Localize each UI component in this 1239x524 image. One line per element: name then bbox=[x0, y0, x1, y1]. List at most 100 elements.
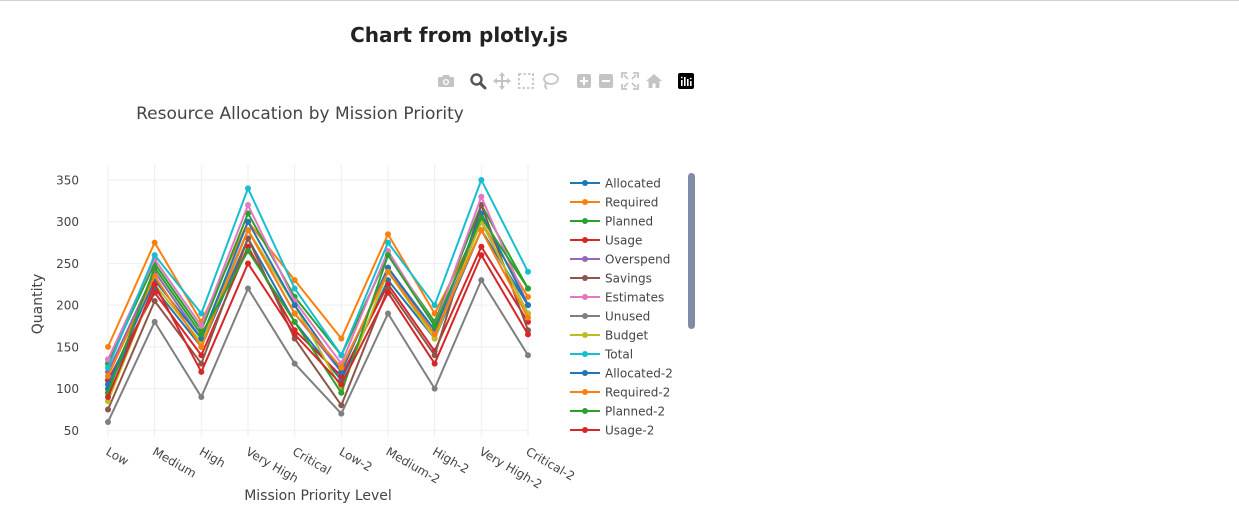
legend-label: Unused bbox=[605, 310, 650, 324]
series-line bbox=[107, 245, 529, 381]
box-select-button[interactable] bbox=[516, 71, 536, 91]
reset-axes-button[interactable] bbox=[644, 71, 664, 91]
data-point bbox=[151, 298, 158, 304]
legend-marker bbox=[582, 199, 588, 205]
data-point bbox=[385, 239, 391, 246]
data-point bbox=[385, 264, 391, 271]
legend-item[interactable]: Estimates bbox=[570, 291, 664, 305]
legend-marker bbox=[582, 313, 588, 319]
series-unused bbox=[105, 277, 531, 425]
data-point bbox=[478, 177, 485, 184]
legend-item[interactable]: Required-2 bbox=[570, 386, 670, 400]
zoom-icon bbox=[470, 73, 487, 90]
zoom-in-button[interactable] bbox=[574, 71, 594, 91]
data-point bbox=[105, 364, 111, 371]
series-line bbox=[107, 254, 529, 398]
legend-marker bbox=[582, 370, 588, 376]
legend-item[interactable]: Required bbox=[570, 196, 658, 210]
data-point bbox=[291, 310, 298, 317]
plotly-logo-link[interactable] bbox=[676, 71, 696, 91]
data-point bbox=[291, 277, 298, 284]
legend-marker bbox=[582, 294, 588, 300]
legend-marker bbox=[582, 351, 588, 357]
legend-marker bbox=[582, 427, 588, 433]
legend-item[interactable]: Planned bbox=[570, 215, 653, 229]
y-tick-label: 250 bbox=[56, 257, 79, 271]
data-point bbox=[431, 323, 438, 330]
y-tick-label: 50 bbox=[64, 424, 79, 438]
autoscale-button[interactable] bbox=[620, 71, 640, 91]
legend-item[interactable]: Usage-2 bbox=[570, 424, 654, 438]
series-line bbox=[107, 179, 529, 369]
legend-item[interactable]: Planned-2 bbox=[570, 405, 665, 419]
data-point bbox=[385, 310, 391, 317]
data-point bbox=[478, 193, 485, 200]
legend-scrollbar[interactable] bbox=[688, 173, 695, 329]
legend-label: Total bbox=[604, 348, 633, 362]
home-icon bbox=[646, 74, 662, 88]
data-point bbox=[105, 398, 111, 405]
data-point bbox=[338, 352, 345, 359]
data-point bbox=[525, 293, 531, 300]
y-tick-label: 200 bbox=[56, 299, 79, 313]
data-point bbox=[338, 335, 345, 342]
data-point bbox=[291, 318, 298, 325]
zoom-button[interactable] bbox=[468, 71, 488, 91]
pan-button[interactable] bbox=[492, 71, 512, 91]
legend-label: Planned-2 bbox=[605, 405, 665, 419]
legend-label: Planned bbox=[605, 215, 653, 229]
series-usage-2 bbox=[105, 252, 531, 400]
legend-item[interactable]: Usage bbox=[570, 234, 642, 248]
data-point bbox=[385, 285, 391, 292]
y-axis-title: Quantity bbox=[30, 274, 46, 335]
zoom-out-button[interactable] bbox=[596, 71, 616, 91]
pan-icon bbox=[493, 72, 511, 90]
data-point bbox=[105, 406, 111, 413]
data-point bbox=[198, 343, 205, 350]
data-point bbox=[245, 247, 251, 254]
legend-label: Required bbox=[605, 196, 658, 210]
data-point bbox=[245, 285, 251, 292]
data-point bbox=[105, 393, 111, 400]
box-select-icon bbox=[518, 73, 534, 89]
data-point bbox=[105, 356, 111, 363]
data-point bbox=[198, 393, 205, 400]
chart-title: Resource Allocation by Mission Priority bbox=[136, 104, 464, 124]
data-point bbox=[525, 314, 531, 321]
data-point bbox=[525, 352, 531, 359]
lasso-select-button[interactable] bbox=[540, 71, 560, 91]
data-point bbox=[245, 218, 251, 225]
data-point bbox=[385, 277, 391, 284]
data-point bbox=[385, 231, 391, 238]
legend-marker bbox=[582, 275, 588, 281]
data-point bbox=[478, 252, 485, 259]
legend-item[interactable]: Budget bbox=[570, 329, 648, 343]
legend-item[interactable]: Savings bbox=[570, 272, 652, 286]
data-point bbox=[338, 364, 345, 371]
legend-item[interactable]: Total bbox=[570, 348, 633, 362]
series-estimates bbox=[105, 193, 531, 367]
legend-marker bbox=[582, 218, 588, 224]
data-point bbox=[245, 185, 251, 192]
download-plot-button[interactable] bbox=[436, 71, 456, 91]
series-line bbox=[107, 204, 529, 410]
data-point bbox=[385, 247, 391, 254]
data-point bbox=[245, 210, 251, 217]
legend-item[interactable]: Allocated-2 bbox=[570, 367, 673, 381]
data-point bbox=[478, 210, 485, 217]
x-tick-label: Very High bbox=[244, 444, 301, 485]
data-point bbox=[245, 227, 251, 234]
data-point bbox=[151, 318, 158, 325]
legend-item[interactable]: Allocated bbox=[570, 177, 661, 191]
data-point bbox=[151, 239, 158, 246]
legend-item[interactable]: Unused bbox=[570, 310, 650, 324]
data-point bbox=[338, 368, 345, 375]
zoom-in-icon bbox=[577, 74, 591, 88]
data-point bbox=[198, 368, 205, 375]
legend-item[interactable]: Overspend bbox=[570, 253, 670, 267]
data-point bbox=[245, 260, 251, 267]
plotly-logo-icon bbox=[678, 73, 694, 89]
legend-label: Usage-2 bbox=[605, 424, 654, 438]
legend-label: Savings bbox=[605, 272, 652, 286]
data-point bbox=[338, 410, 345, 417]
